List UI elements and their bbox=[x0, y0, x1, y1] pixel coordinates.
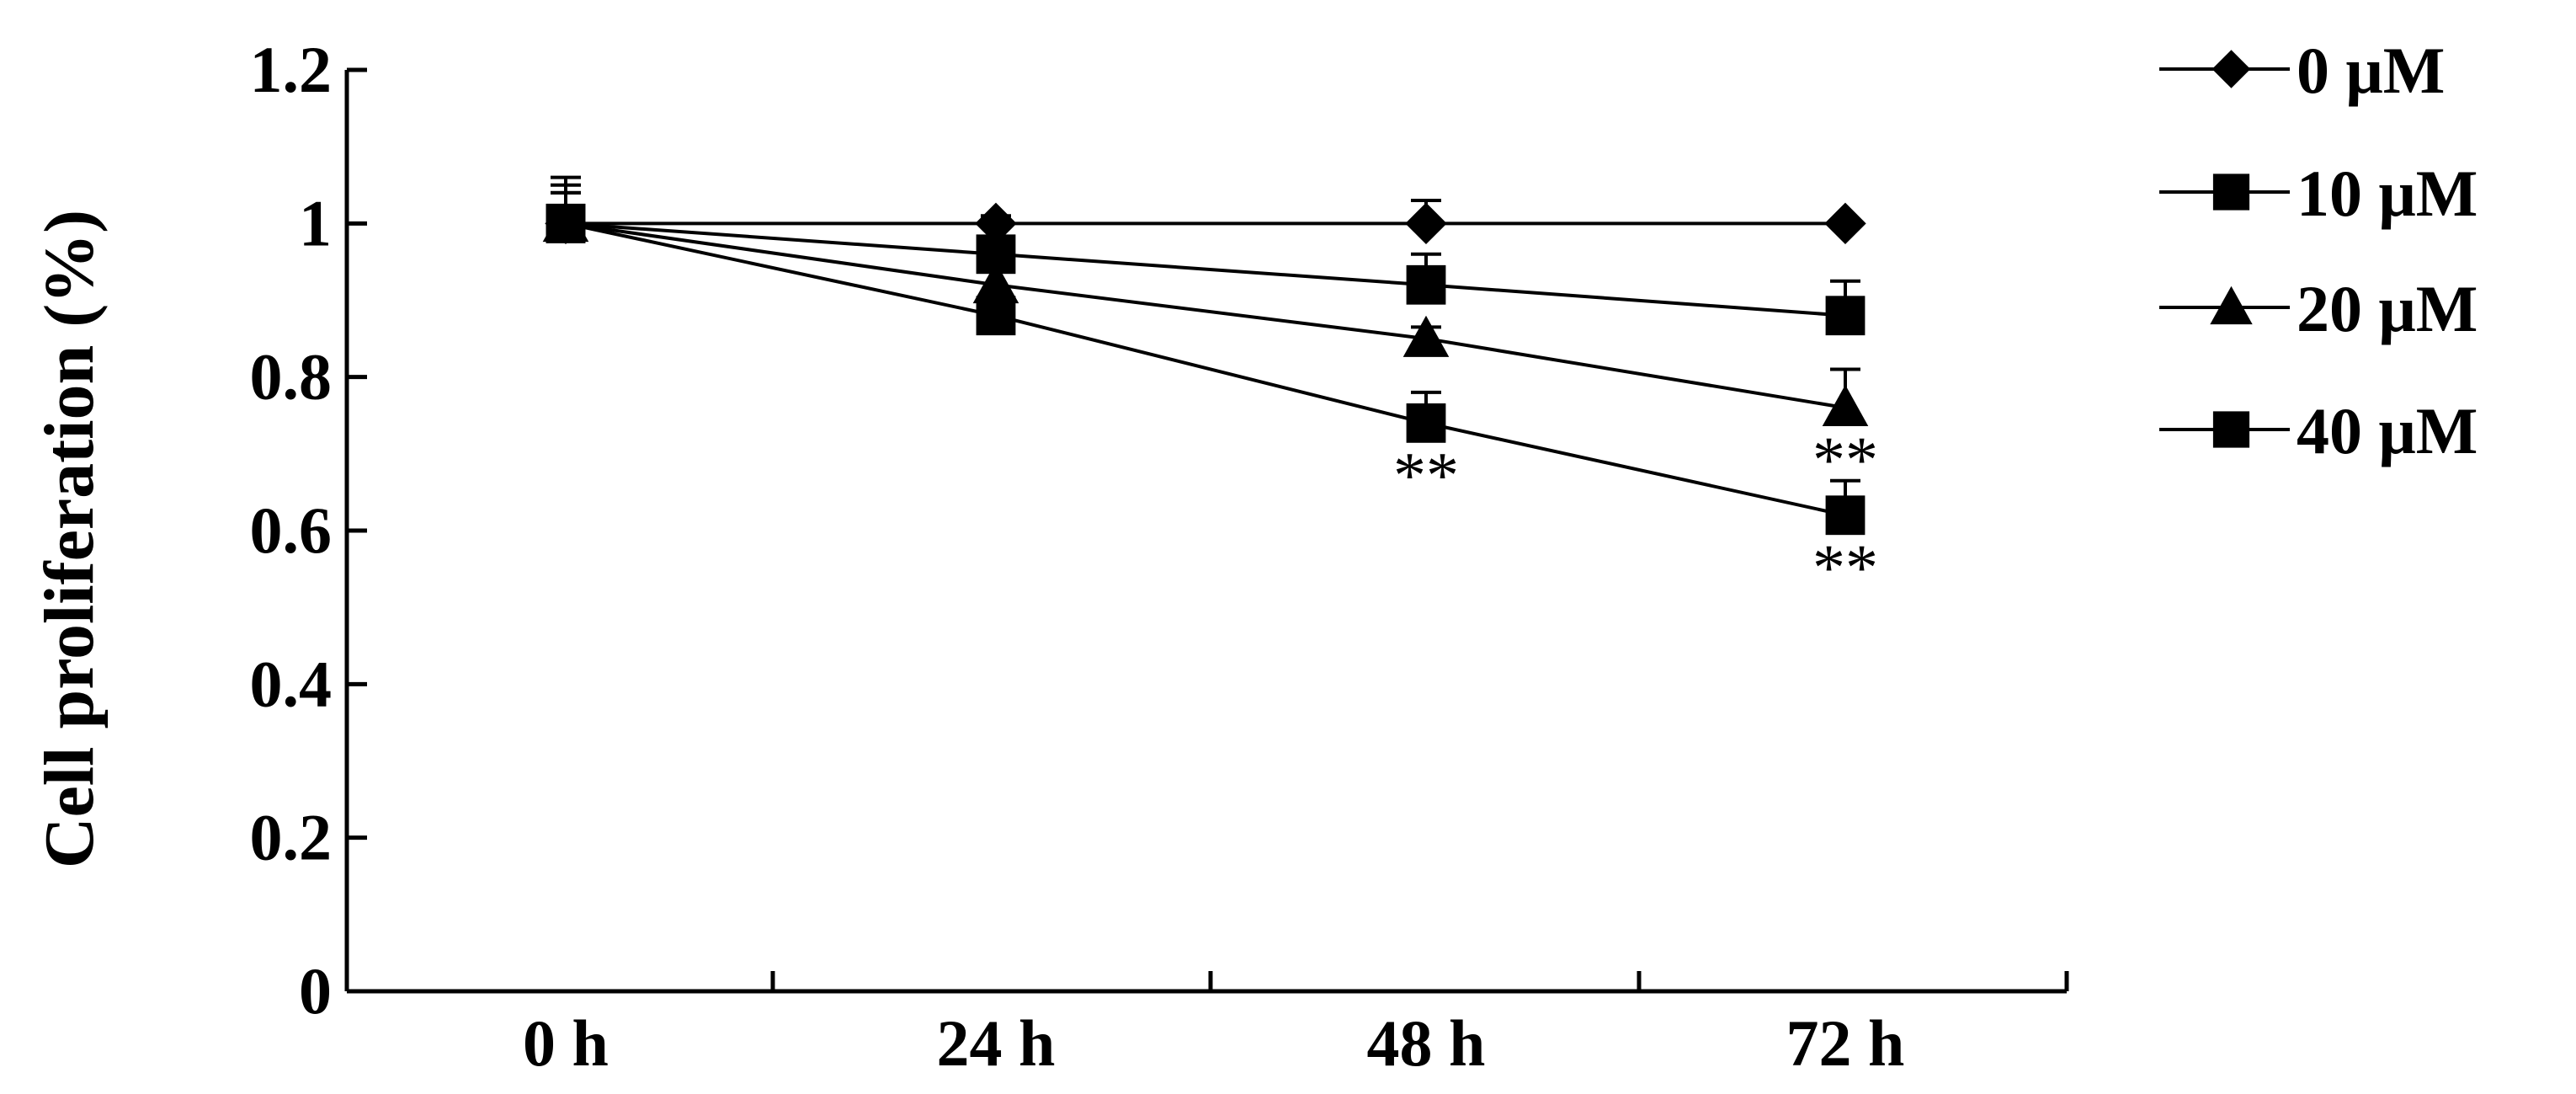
data-point bbox=[546, 203, 586, 243]
y-tick-label: 1 bbox=[299, 186, 332, 259]
x-tick-label: 48 h bbox=[1367, 1006, 1486, 1080]
y-tick-label: 0.6 bbox=[250, 494, 333, 567]
x-tick-label: 72 h bbox=[1786, 1006, 1905, 1080]
data-point bbox=[972, 261, 1019, 304]
legend-entry: 20 μM bbox=[2159, 272, 2478, 345]
data-point bbox=[1405, 202, 1447, 245]
series-line bbox=[565, 221, 1846, 318]
y-tick-label: 0.4 bbox=[250, 647, 333, 720]
series-line bbox=[565, 221, 1846, 517]
y-tick-label: 0.2 bbox=[250, 801, 333, 874]
legend-marker bbox=[2212, 411, 2250, 448]
plot-area: ****** bbox=[542, 175, 1878, 604]
y-tick-label: 0.8 bbox=[250, 340, 333, 414]
significance-label: ** bbox=[1393, 438, 1459, 511]
data-point bbox=[1822, 384, 1869, 426]
series-3: ** ** bbox=[546, 190, 1878, 604]
data-point bbox=[1824, 202, 1866, 245]
data-point bbox=[1406, 403, 1446, 443]
series-0 bbox=[545, 175, 1866, 245]
series-2: ** bbox=[542, 190, 1878, 496]
data-point bbox=[976, 296, 1016, 336]
data-point bbox=[1825, 495, 1865, 536]
legend-marker bbox=[2212, 173, 2250, 211]
legend-entry: 10 μM bbox=[2159, 157, 2478, 230]
legend-marker bbox=[2211, 50, 2251, 88]
legend-entry: 0 μM bbox=[2159, 34, 2445, 107]
legend-label: 0 μM bbox=[2297, 34, 2445, 107]
x-tick-label: 24 h bbox=[937, 1006, 1056, 1080]
y-axis-label: Cell proliferation (%) bbox=[30, 210, 109, 868]
data-point bbox=[1402, 315, 1450, 357]
legend-label: 20 μM bbox=[2297, 272, 2478, 345]
axes: 0 0.2 0.4 0.6 0.8 1 1.2 0 h 24 h 48 h 72 h bbox=[250, 33, 2069, 1080]
legend: 0 μM 10 μM 20 μM 40 μM bbox=[2159, 34, 2478, 467]
data-point bbox=[1825, 296, 1865, 336]
data-point bbox=[975, 202, 1017, 245]
y-tick-label: 0 bbox=[299, 954, 332, 1027]
legend-label: 40 μM bbox=[2297, 394, 2478, 467]
series-line bbox=[565, 221, 1846, 410]
significance-label: ** bbox=[1812, 531, 1878, 604]
y-tick-label: 1.2 bbox=[250, 33, 333, 106]
legend-entry: 40 μM bbox=[2159, 394, 2478, 467]
legend-label: 10 μM bbox=[2297, 157, 2478, 230]
legend-marker bbox=[2210, 286, 2253, 325]
x-tick-label: 0 h bbox=[523, 1006, 609, 1080]
data-point bbox=[1406, 264, 1446, 305]
